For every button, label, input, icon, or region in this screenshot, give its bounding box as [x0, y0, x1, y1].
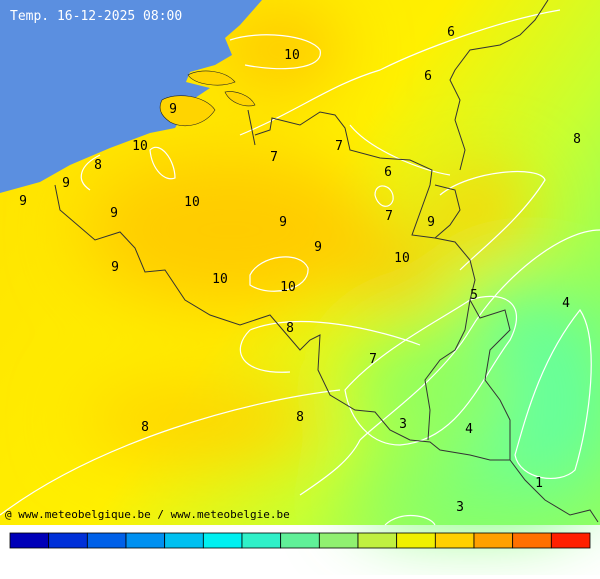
- contour-label: 1: [535, 476, 543, 491]
- contour-label: 6: [384, 165, 392, 180]
- title: Temp. 16-12-2025 08:00: [10, 9, 182, 24]
- contour-label: 10: [212, 272, 228, 287]
- contour-label: 9: [427, 215, 435, 230]
- scale-swatch: [86, 532, 127, 549]
- scale-swatch: [357, 532, 398, 549]
- contour-label: 8: [94, 158, 102, 173]
- contour-label: 8: [573, 132, 581, 147]
- contour-label: 8: [296, 410, 304, 425]
- contour-labels: 10 6 6 8 9 10 8 9 9 9 10 7 7 6 7 9 9 9 10 9 10 10 5 4 8 7 8 8 3 4 1 3: [19, 25, 581, 515]
- contour-label: 7: [335, 139, 343, 154]
- contour-label: 9: [110, 206, 118, 221]
- scale-swatch: [318, 532, 359, 549]
- contour-label: 10: [184, 195, 200, 210]
- scale-swatch: [241, 532, 282, 549]
- scale-swatch: [512, 532, 552, 549]
- scale-swatch: [280, 532, 320, 549]
- scale-swatch: [396, 532, 436, 549]
- contour-label: 10: [394, 251, 410, 266]
- scale-swatch: [48, 532, 88, 549]
- scale-swatch: [202, 532, 243, 549]
- scale-swatch: [550, 532, 591, 549]
- contour-label: 8: [141, 420, 149, 435]
- contour-label: 10: [280, 280, 296, 295]
- credit: @ www.meteobelgique.be / www.meteobelgie…: [5, 508, 290, 521]
- scale-swatch: [125, 532, 166, 549]
- contour-label: 3: [399, 417, 407, 432]
- color-scale: [9, 532, 591, 549]
- scale-swatch: [434, 532, 475, 549]
- sea: [0, 0, 262, 193]
- contour-label: 9: [314, 240, 322, 255]
- islands: [159, 70, 256, 126]
- contour-label: 7: [270, 150, 278, 165]
- contour-label: 6: [424, 69, 432, 84]
- contour-label: 9: [111, 260, 119, 275]
- contour-label: 6: [447, 25, 455, 40]
- scale-swatch: [164, 532, 204, 549]
- contour-label: 9: [169, 102, 177, 117]
- contour-label: 9: [279, 215, 287, 230]
- contour-label: 5: [470, 288, 478, 303]
- borders: [54, 0, 599, 523]
- scale-swatch: [473, 532, 514, 549]
- contour-label: 9: [19, 194, 27, 209]
- contour-label: 10: [132, 139, 148, 154]
- contour-label: 10: [284, 48, 300, 63]
- contour-label: 8: [286, 321, 294, 336]
- contour-label: 9: [62, 176, 70, 191]
- contour-label: 4: [562, 296, 570, 311]
- isotherms: [0, 9, 600, 526]
- contour-label: 7: [369, 352, 377, 367]
- contour-label: 7: [385, 209, 393, 224]
- scale-swatch: [9, 532, 50, 549]
- contour-label: 4: [465, 422, 473, 437]
- contour-label: 3: [456, 500, 464, 515]
